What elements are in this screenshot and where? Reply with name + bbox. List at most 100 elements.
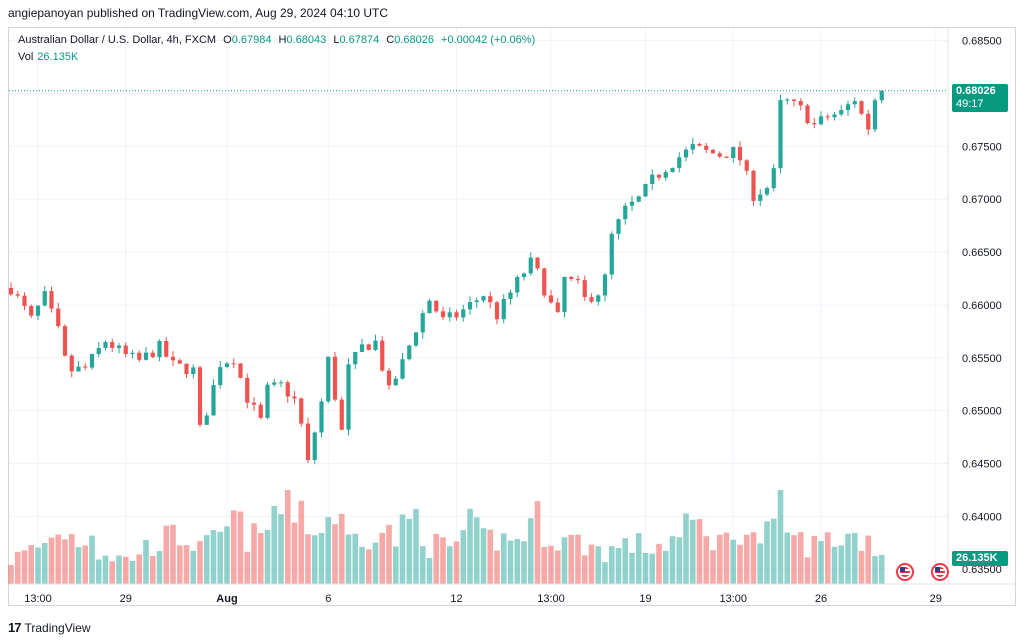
price-tick-label: 0.64500 xyxy=(962,458,1002,470)
price-tick-label: 0.65500 xyxy=(962,353,1002,365)
volume-bar xyxy=(737,544,743,584)
candle-body xyxy=(116,345,122,348)
candle-body xyxy=(508,292,513,299)
tradingview-logo-icon[interactable]: 17 xyxy=(8,620,22,635)
volume-bar xyxy=(487,529,494,584)
price-tick-label: 0.67000 xyxy=(962,194,1002,206)
candle-body xyxy=(636,196,641,202)
volume-bar xyxy=(237,511,244,584)
volume-bar xyxy=(797,532,804,584)
time-tick-label: 13:00 xyxy=(24,593,52,605)
volume-bar xyxy=(197,541,203,584)
candle-body xyxy=(798,101,803,106)
candle-body xyxy=(683,149,689,158)
volume-bar xyxy=(332,524,338,584)
candle-body xyxy=(818,116,824,125)
candle-body xyxy=(373,340,378,350)
us-flag-event-icon[interactable] xyxy=(931,563,949,581)
candle-body xyxy=(663,172,668,178)
candle-body xyxy=(305,423,311,461)
time-tick-label: 6 xyxy=(325,593,331,605)
volume-label[interactable]: Vol xyxy=(18,51,34,63)
volume-bar xyxy=(500,533,507,584)
candle-body xyxy=(751,170,756,201)
candle-body xyxy=(879,90,884,101)
candle-body xyxy=(319,401,324,433)
volume-bar xyxy=(440,537,446,584)
volume-badge: 26.135K xyxy=(952,551,1008,566)
candle-body xyxy=(89,354,95,368)
volume-bar xyxy=(217,531,224,584)
candle-body xyxy=(710,149,716,154)
last-price-value: 0.68026 xyxy=(956,85,996,97)
candle-body xyxy=(623,205,628,220)
price-tick-label: 0.65000 xyxy=(962,406,1002,418)
volume-bar xyxy=(851,532,858,584)
candle-body xyxy=(488,296,493,303)
volume-bar xyxy=(548,545,554,584)
candle-body xyxy=(535,257,540,269)
volume-bar xyxy=(716,534,723,584)
candle-body xyxy=(677,157,682,168)
candle-body xyxy=(555,302,560,312)
candle-body xyxy=(643,183,648,197)
chart-frame[interactable] xyxy=(8,27,1016,606)
volume-bar xyxy=(581,555,588,584)
volume-bar xyxy=(723,532,730,584)
volume-bar xyxy=(710,550,716,584)
brand-name[interactable]: TradingView xyxy=(24,620,91,635)
candle-body xyxy=(528,257,533,274)
volume-bar xyxy=(345,534,352,584)
volume-bar xyxy=(811,536,818,584)
volume-bar xyxy=(507,540,514,584)
volume-bar xyxy=(48,537,55,584)
volume-bar xyxy=(602,562,608,584)
legend-open: 0.67984 xyxy=(231,34,272,46)
us-flag-event-icon[interactable] xyxy=(896,563,914,581)
candle-body xyxy=(609,233,614,275)
legend-low-label: L xyxy=(333,34,340,46)
candle-body xyxy=(542,268,547,296)
candle-body xyxy=(852,101,857,105)
volume-bar xyxy=(588,544,595,584)
volume-bar xyxy=(21,550,28,584)
candle-body xyxy=(123,345,128,354)
candle-body xyxy=(656,174,662,178)
candle-body xyxy=(110,342,115,348)
time-tick-label: 19 xyxy=(639,593,651,605)
candle-body xyxy=(366,344,371,350)
volume-bar xyxy=(28,545,35,584)
candle-body xyxy=(629,201,635,206)
volume-value: 26.135K xyxy=(37,51,79,63)
volume-bar xyxy=(176,545,183,584)
candle-body xyxy=(29,305,34,316)
volume-bar xyxy=(102,555,109,584)
candle-body xyxy=(596,295,601,302)
volume-bar xyxy=(419,546,426,584)
volume-bar xyxy=(777,490,784,584)
candle-body xyxy=(845,104,851,110)
volume-bar xyxy=(649,553,656,584)
legend-open-label: O xyxy=(223,34,232,46)
legend-symbol[interactable]: Australian Dollar / U.S. Dollar, 4h, FXC… xyxy=(18,34,217,46)
volume-bar xyxy=(595,546,602,584)
candle-body xyxy=(737,146,743,161)
candle-body xyxy=(407,345,412,360)
volume-bar xyxy=(575,534,581,584)
volume-bar xyxy=(149,555,156,584)
volume-bar xyxy=(642,552,649,584)
volume-bar xyxy=(170,524,176,584)
candle-body xyxy=(15,294,20,296)
candle-body xyxy=(56,308,61,327)
volume-bar xyxy=(311,535,318,584)
volume-bar xyxy=(838,545,845,584)
price-tick-label: 0.64000 xyxy=(962,511,1002,523)
volume-bar xyxy=(656,543,662,584)
volume-bar xyxy=(41,543,48,584)
volume-bar xyxy=(8,564,14,584)
volume-bar xyxy=(271,505,278,584)
candle-body xyxy=(825,116,830,118)
candle-body xyxy=(278,382,284,384)
volume-bar xyxy=(35,547,41,584)
